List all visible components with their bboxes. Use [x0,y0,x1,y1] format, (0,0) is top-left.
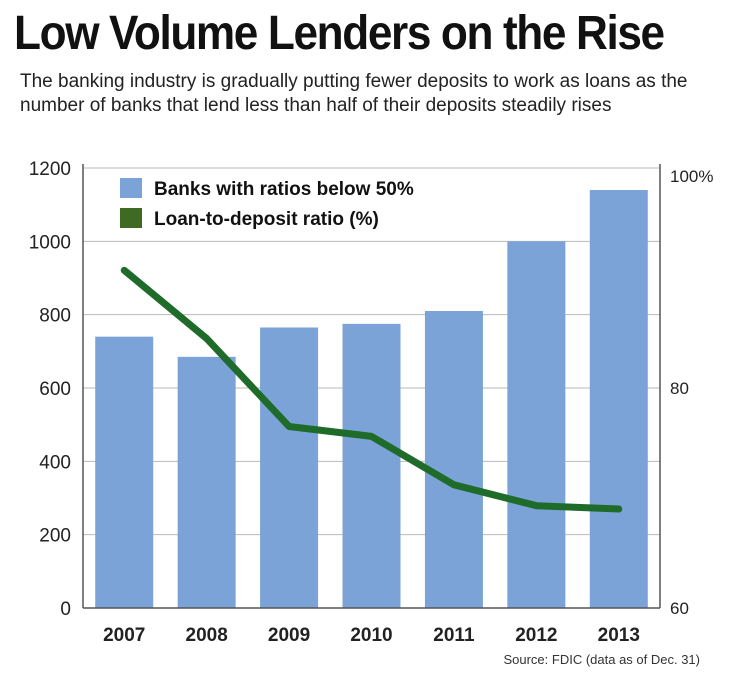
y-left-tick-label: 1000 [29,232,71,253]
y-right-tick-label: 60 [670,599,689,618]
legend-label-bars: Banks with ratios below 50% [154,179,414,200]
bar [95,336,154,608]
chart-title: Low Volume Lenders on the Rise [14,7,665,60]
y-left-tick-label: 600 [39,379,71,400]
combo-chart: 0 200 400 600 800 1000 1200 60 80 100% 2007 2008 200… [29,159,714,646]
x-tick-label: 2011 [433,625,475,646]
chart-subtitle: The banking industry is gradually puttin… [20,71,688,116]
y-left-tick-label: 1200 [29,159,71,180]
x-tick-label: 2013 [598,625,640,646]
legend-label-line: Loan-to-deposit ratio (%) [154,209,379,230]
y-left-tick-label: 0 [60,599,71,620]
y-left-tick-label: 200 [39,526,71,547]
legend: Banks with ratios below 50% Loan-to-depos… [120,178,414,230]
x-tick-label: 2012 [515,625,557,646]
y-right-tick-label: 100% [670,167,713,186]
y-right-tick-label: 80 [670,379,689,398]
legend-swatch-line [120,208,142,228]
x-tick-label: 2009 [268,625,310,646]
bar-series [95,190,648,608]
bar [507,241,566,608]
bar [589,190,648,608]
source-note: Source: FDIC (data as of Dec. 31) [503,652,700,667]
bar [424,311,483,608]
x-tick-label: 2008 [186,625,228,646]
x-tick-label: 2007 [103,625,145,646]
legend-swatch-bars [120,178,142,198]
x-tick-label: 2010 [350,625,392,646]
bar [260,327,319,608]
y-left-tick-label: 400 [39,452,71,473]
bar [342,323,401,608]
line-series [120,266,623,513]
bar [177,356,236,608]
y-left-tick-label: 800 [39,306,71,327]
axes: 0 200 400 600 800 1000 1200 60 80 100% 2007 2008 200… [29,159,714,646]
